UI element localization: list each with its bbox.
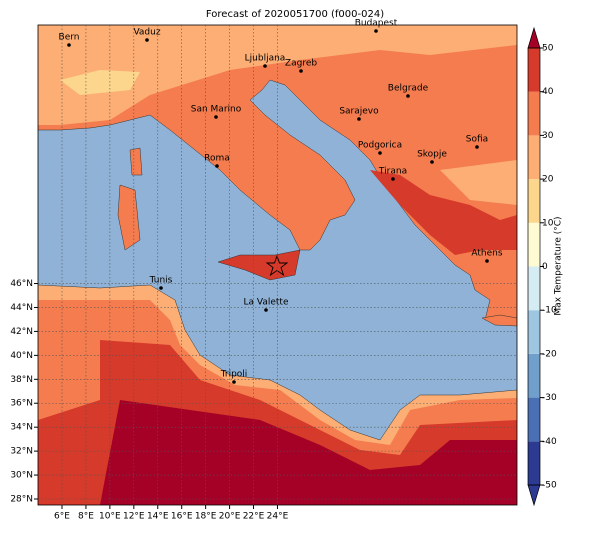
lat-tick-label: 32°N (10, 447, 33, 457)
city-dot (374, 29, 378, 33)
city-dot (264, 308, 268, 312)
city-dot (159, 286, 163, 290)
lat-tick-label: 44°N (10, 303, 33, 313)
city-dot (263, 64, 267, 68)
lon-tick-label: 12°E (123, 512, 145, 522)
colorbar-tick-label: -50 (542, 481, 557, 491)
sardinia (117, 184, 141, 251)
lon-tick-label: 22°E (243, 512, 265, 522)
colorbar-segment (528, 179, 540, 223)
city-dot (391, 177, 395, 181)
city-dot (475, 145, 479, 149)
city-label: Tunis (149, 276, 173, 286)
colorbar-tick-label: 0 (542, 262, 548, 272)
colorbar-segment (528, 441, 540, 485)
africa-hottest (100, 400, 517, 505)
city-label: Ljubljana (245, 54, 286, 64)
city-dot (67, 43, 71, 47)
city-label: Bern (59, 33, 80, 43)
colorbar-segment (528, 397, 540, 442)
city-label: Sarajevo (339, 107, 379, 117)
city-dot (378, 151, 382, 155)
city-dot (145, 38, 149, 42)
city-label: Athens (471, 249, 502, 259)
title: Forecast of 2020051700 (f000-024) (206, 9, 384, 20)
lon-tick-label: 20°E (219, 512, 241, 522)
corsica (129, 147, 143, 176)
lat-tick-label: 28°N (10, 495, 33, 505)
star-marker (265, 254, 289, 277)
colorbar-segment (528, 222, 540, 267)
map (38, 25, 517, 505)
city-label: Roma (204, 154, 230, 164)
lon-tick-label: 18°E (195, 512, 217, 522)
city-label: La Valette (244, 298, 289, 308)
colorbar-segment (528, 310, 540, 354)
lat-tick-label: 30°N (10, 471, 33, 481)
colorbar-tick-label: -20 (542, 349, 557, 359)
balkan-hot (370, 170, 517, 255)
colorbar-tick-label: 40 (542, 87, 554, 97)
city-label: Sofia (466, 135, 488, 145)
colorbar-tick-label: 20 (542, 175, 554, 185)
lat-tick-label: 34°N (10, 423, 33, 433)
colorbar-segment (528, 135, 540, 180)
balkan-warm (440, 160, 517, 205)
colorbar-extend-bottom (527, 484, 541, 507)
lat-tick-label: 40°N (10, 351, 33, 361)
lon-tick-label: 6°E (54, 512, 70, 522)
colorbar-label: Max Temperature (°C) (554, 216, 564, 315)
city-dot (299, 69, 303, 73)
city-label: Belgrade (388, 84, 429, 94)
lon-tick-label: 14°E (147, 512, 169, 522)
colorbar-extend-top (527, 26, 541, 49)
city-label: Zagreb (285, 59, 317, 69)
colorbar-segment (528, 266, 540, 311)
city-dot (406, 94, 410, 98)
lon-tick-label: 16°E (171, 512, 193, 522)
lat-tick-label: 36°N (10, 399, 33, 409)
colorbar-tick-label: 30 (542, 131, 554, 141)
city-label: Podgorica (358, 141, 402, 151)
colorbar-segment (528, 48, 540, 92)
city-label: Tirana (378, 167, 407, 177)
city-dot (232, 380, 236, 384)
city-label: Skopje (417, 150, 447, 160)
city-label: Budapest (355, 19, 398, 29)
colorbar-segment (528, 353, 540, 398)
city-dot (215, 164, 219, 168)
city-dot (357, 117, 361, 121)
city-label: Vaduz (133, 28, 160, 38)
city-label: San Marino (191, 105, 242, 115)
colorbar-tick-label: -10 (542, 306, 557, 316)
colorbar-tick-label: -30 (542, 393, 557, 403)
lat-tick-label: 46°N (10, 279, 33, 289)
lon-tick-label: 24°E (267, 512, 289, 522)
lat-tick-label: 38°N (10, 375, 33, 385)
lon-tick-label: 10°E (99, 512, 121, 522)
alps-cool (60, 70, 140, 95)
lon-tick-label: 8°E (78, 512, 94, 522)
colorbar-tick-label: -40 (542, 437, 557, 447)
colorbar-tick-label: 50 (542, 44, 554, 54)
city-label: Tripoli (220, 370, 248, 380)
lat-tick-label: 42°N (10, 327, 33, 337)
city-dot (430, 160, 434, 164)
city-dot (485, 259, 489, 263)
crete (481, 314, 517, 327)
city-dot (214, 115, 218, 119)
colorbar-tick-label: 10 (542, 218, 554, 228)
colorbar-segment (528, 91, 540, 136)
